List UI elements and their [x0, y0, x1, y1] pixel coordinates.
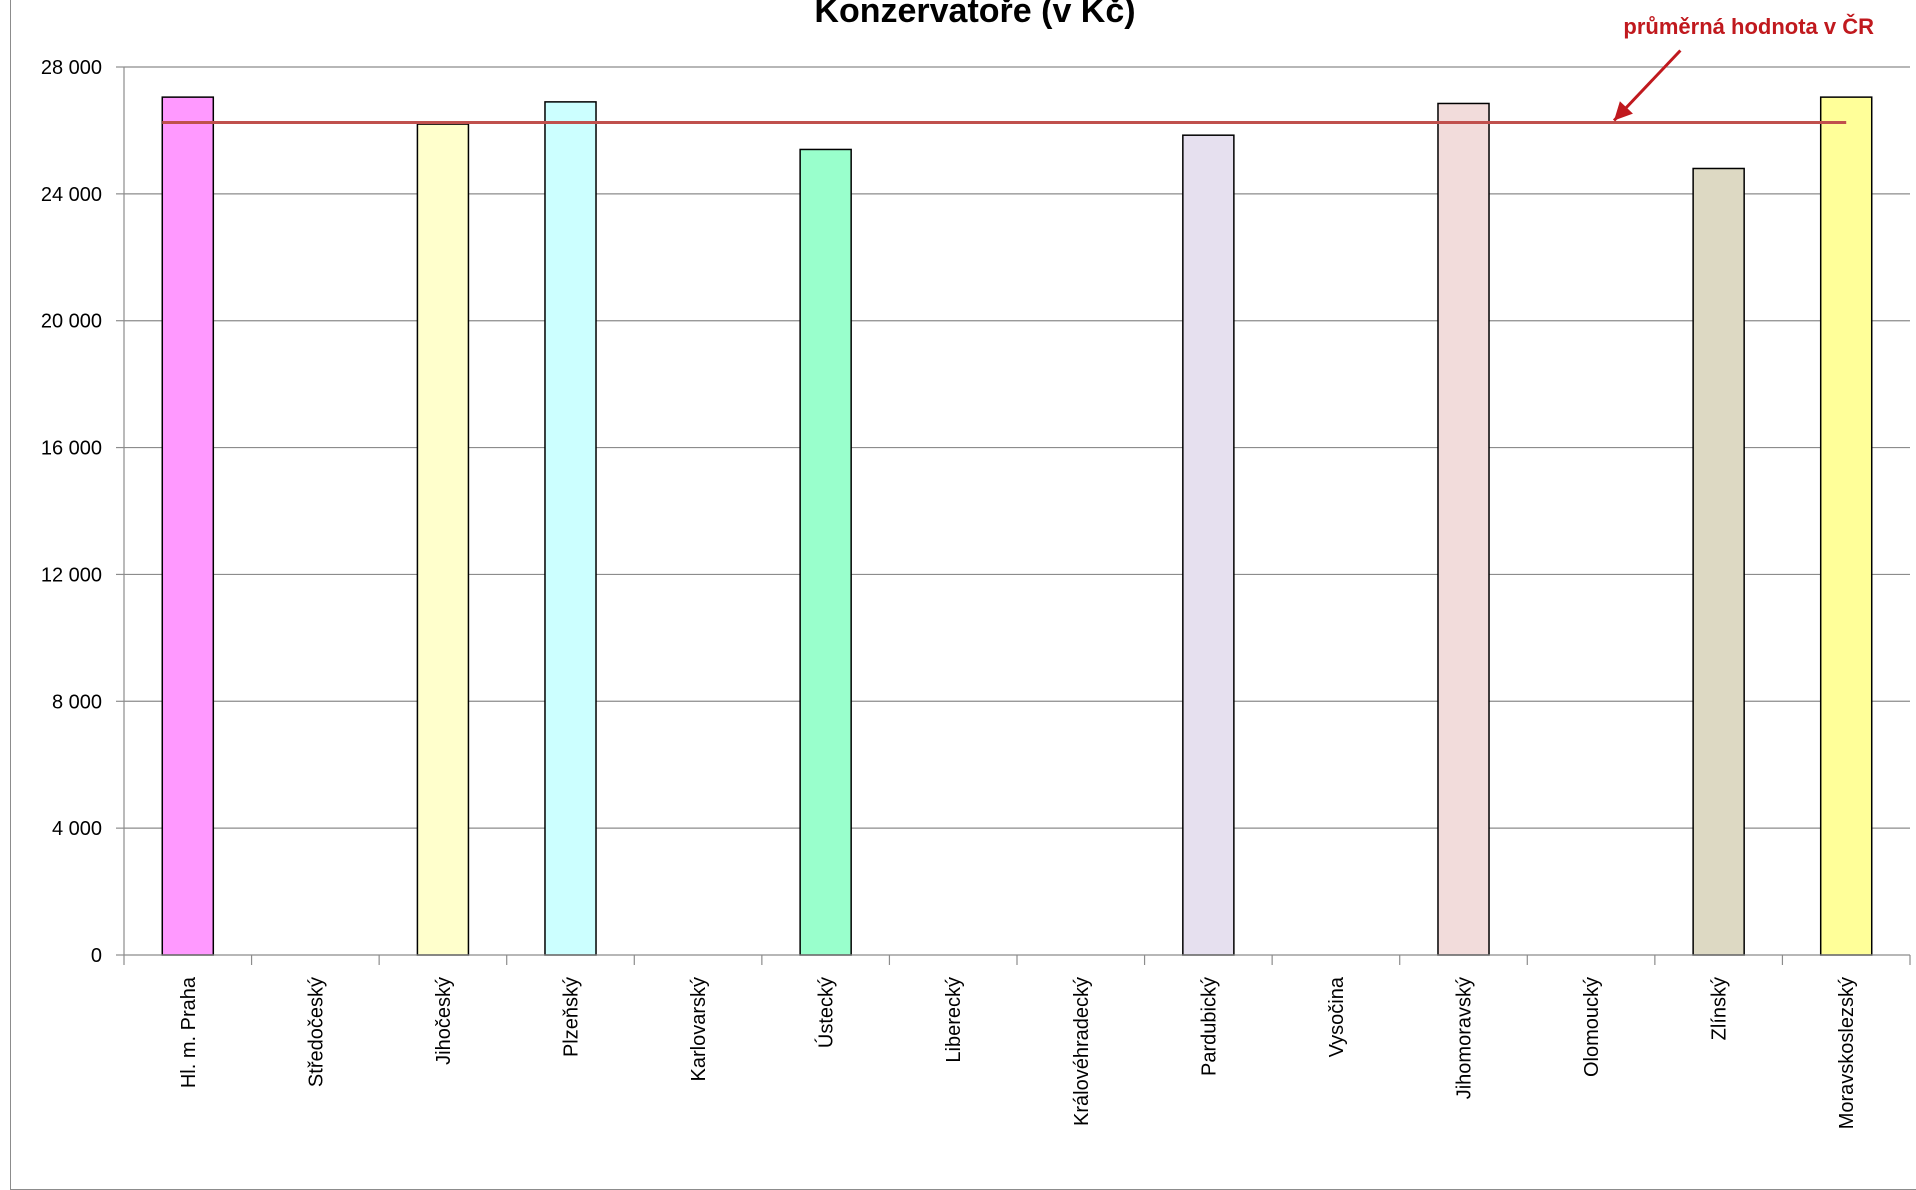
x-axis: Hl. m. Praha Středočeský Jihočeský Plzeňský…: [123, 954, 1911, 1129]
y-tick-label: 16 000: [41, 438, 102, 460]
x-tick-label: Jihočeský: [433, 977, 455, 1065]
x-tick-label: Ústecký: [815, 977, 838, 1048]
x-tick-label: Jihomoravský: [1454, 977, 1476, 1099]
y-axis: 0 4 000 8 000 12 000 16 000 20 000 24 000 28 00…: [41, 57, 125, 967]
bar: [416, 123, 470, 956]
bar: [161, 96, 215, 956]
bar: [1437, 102, 1490, 956]
y-tick-label: 20 000: [41, 311, 102, 333]
x-tick-label: Pardubický: [1198, 977, 1220, 1076]
bar: [544, 101, 597, 956]
bar: [1182, 134, 1235, 956]
y-tick-label: 4 000: [52, 818, 102, 840]
x-tick-label: Vysočina: [1326, 976, 1348, 1057]
y-tick-label: 24 000: [41, 184, 102, 206]
x-tick-label: Karlovarský: [688, 977, 710, 1081]
x-tick-label: Hl. m. Praha: [178, 976, 200, 1088]
x-tick-label: Liberecký: [943, 977, 965, 1063]
y-tick-label: 8 000: [52, 691, 102, 713]
x-tick-label: Moravskoslezský: [1836, 977, 1858, 1129]
bar: [799, 148, 852, 956]
y-tick-label: 12 000: [41, 564, 102, 586]
x-tick-label: Olomoucký: [1581, 977, 1603, 1077]
reference-line-group: průměrná hodnota v ČR: [162, 14, 1874, 124]
chart: Konzervatoře (v Kč) 0 4 000 8 000 12 000 16 …: [41, 0, 1911, 1129]
y-tick-label: 28 000: [41, 57, 102, 79]
x-tick-label: Královéhradecký: [1071, 977, 1093, 1126]
y-tick-label: 0: [91, 945, 102, 967]
average-line-label: průměrná hodnota v ČR: [1623, 14, 1874, 39]
x-tick-label: Středočeský: [305, 977, 327, 1087]
chart-title: Konzervatoře (v Kč): [814, 0, 1135, 30]
x-tick-label: Plzeňský: [561, 977, 583, 1057]
grid-lines: [124, 66, 1910, 829]
bar: [1692, 167, 1745, 956]
annotation-arrow-head: [1614, 101, 1633, 121]
bars: [161, 96, 1873, 956]
bar: [1819, 96, 1873, 956]
x-tick-label: Zlínský: [1709, 977, 1731, 1040]
